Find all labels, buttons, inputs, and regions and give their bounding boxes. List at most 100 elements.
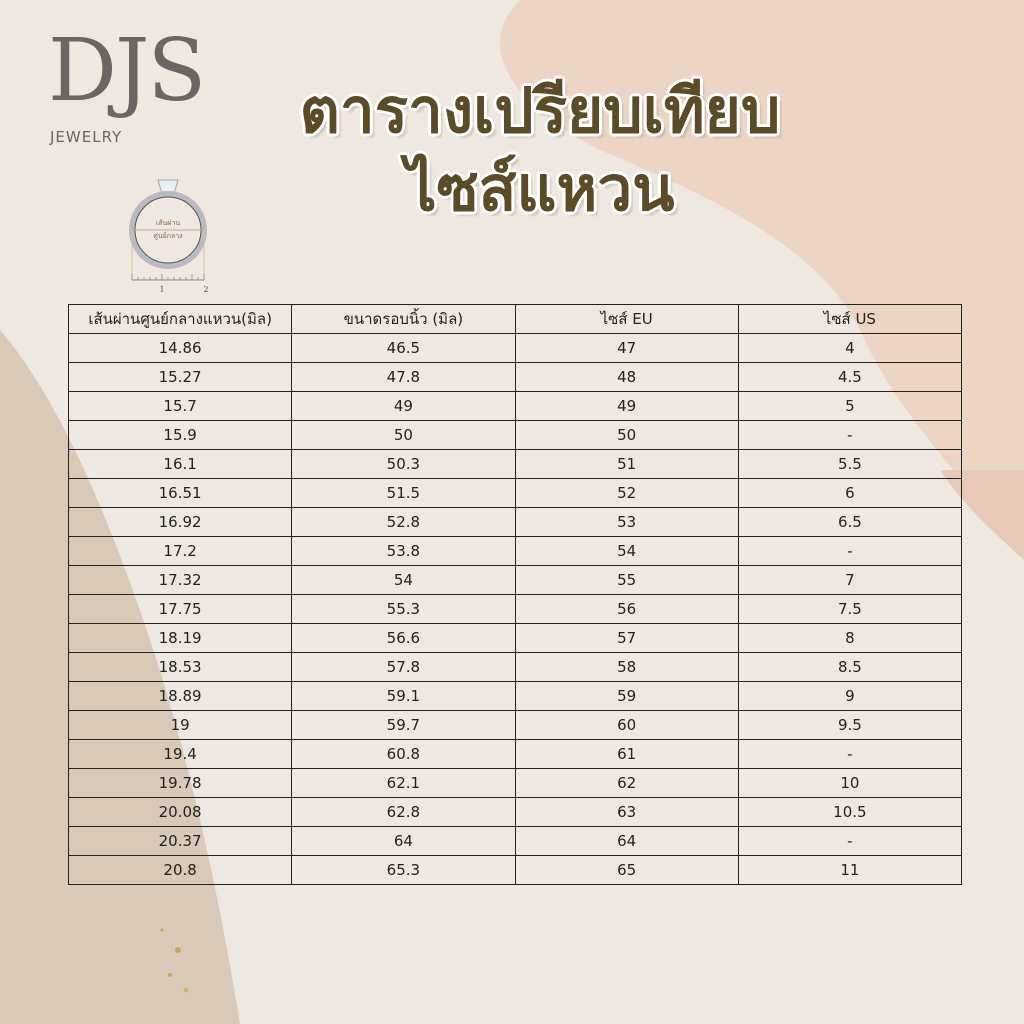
- table-cell: 20.8: [67, 855, 293, 885]
- table-row: 17.32 54 55 7: [67, 565, 963, 595]
- table-cell: 5.5: [737, 449, 963, 479]
- table-cell: 8.5: [737, 652, 963, 682]
- table-cell: -: [737, 420, 963, 450]
- table-cell: 47.8: [291, 362, 516, 392]
- column-header: ขนาดรอบนิ้ว (มิล): [291, 304, 516, 334]
- column-header: เส้นผ่านศูนย์กลางแหวน(มิล): [67, 304, 293, 334]
- table-cell: 62.1: [291, 768, 516, 798]
- brand-logo: DJS JEWELRY: [48, 28, 218, 150]
- table-row: 18.89 59.1 59 9: [67, 681, 963, 711]
- table-row: 20.37 64 64-: [67, 826, 963, 856]
- table-cell: 60: [514, 710, 739, 740]
- table-row: 20.8 65.3 65 11: [67, 855, 963, 885]
- table-cell: 55.3: [291, 594, 516, 624]
- table-cell: 15.27: [67, 362, 293, 392]
- table-cell: 17.75: [67, 594, 293, 624]
- table-cell: 64: [514, 826, 739, 856]
- table-cell: 16.51: [67, 478, 293, 508]
- table-cell: 20.37: [67, 826, 293, 856]
- column-header: ไซส์ US: [737, 304, 963, 334]
- table-cell: 59.7: [291, 710, 516, 740]
- table-row: 19.78 62.1 62 10: [67, 768, 963, 798]
- table-cell: 53.8: [291, 536, 516, 566]
- ring-label-2: ศูนย์กลาง: [153, 232, 182, 240]
- table-row: 16.51 51.5 52 6: [67, 478, 963, 508]
- table-header-row: เส้นผ่านศูนย์กลางแหวน(มิล) ขนาดรอบนิ้ว (ม…: [67, 304, 963, 334]
- table-cell: -: [737, 739, 963, 769]
- table-row: 19.4 60.8 61-: [67, 739, 963, 769]
- table-cell: -: [737, 826, 963, 856]
- table-cell: 51.5: [291, 478, 516, 508]
- table-cell: 11: [737, 855, 963, 885]
- table-cell: 19: [67, 710, 293, 740]
- page-title-line2: ไซส์แหวน: [405, 152, 675, 225]
- table-cell: 61: [514, 739, 739, 769]
- table-cell: 6: [737, 478, 963, 508]
- table-row: 18.19 56.6 57 8: [67, 623, 963, 653]
- table-cell: 16.1: [67, 449, 293, 479]
- ring-diagram-icon: เส้นผ่าน ศูนย์กลาง 1 2: [129, 179, 209, 294]
- table-cell: 57: [514, 623, 739, 653]
- ruler-label-1: 1: [159, 285, 164, 294]
- table-cell: 5: [737, 391, 963, 421]
- table-row: 15.7 49 49 5: [67, 391, 963, 421]
- table-cell: 54: [291, 565, 516, 595]
- table-row: 17.2 53.8 54-: [67, 536, 963, 566]
- table-cell: 50: [514, 420, 739, 450]
- table-cell: 53: [514, 507, 739, 537]
- table-cell: 8: [737, 623, 963, 653]
- table-cell: 17.32: [67, 565, 293, 595]
- table-cell: 62.8: [291, 797, 516, 827]
- table-cell: 52.8: [291, 507, 516, 537]
- table-row: 20.08 62.8 63 10.5: [67, 797, 963, 827]
- table-cell: 59.1: [291, 681, 516, 711]
- table-cell: 51: [514, 449, 739, 479]
- table-cell: 64: [291, 826, 516, 856]
- ring-size-table: เส้นผ่านศูนย์กลางแหวน(มิล) ขนาดรอบนิ้ว (ม…: [67, 304, 963, 885]
- table-row: 15.9 50 50-: [67, 420, 963, 450]
- table-cell: 7: [737, 565, 963, 595]
- table-cell: 50: [291, 420, 516, 450]
- table-cell: 46.5: [291, 333, 516, 363]
- table-cell: 63: [514, 797, 739, 827]
- table-row: 16.1 50.3 51 5.5: [67, 449, 963, 479]
- table-row: 14.86 46.5 47 4: [67, 333, 963, 363]
- table-cell: 49: [514, 391, 739, 421]
- table-cell: 15.7: [67, 391, 293, 421]
- table-cell: 52: [514, 478, 739, 508]
- table-cell: 49: [291, 391, 516, 421]
- table-cell: 65: [514, 855, 739, 885]
- table-cell: 9: [737, 681, 963, 711]
- table-cell: 65.3: [291, 855, 516, 885]
- table-cell: 14.86: [67, 333, 293, 363]
- table-cell: 55: [514, 565, 739, 595]
- table-cell: 6.5: [737, 507, 963, 537]
- table-row: 16.92 52.8 53 6.5: [67, 507, 963, 537]
- table-cell: 57.8: [291, 652, 516, 682]
- brand-sub: JEWELRY: [50, 128, 123, 146]
- table-cell: 62: [514, 768, 739, 798]
- table-row: 18.53 57.8 58 8.5: [67, 652, 963, 682]
- table-cell: 58: [514, 652, 739, 682]
- table-cell: 48: [514, 362, 739, 392]
- table-cell: 47: [514, 333, 739, 363]
- table-cell: 18.53: [67, 652, 293, 682]
- table-cell: 16.92: [67, 507, 293, 537]
- table-cell: 4.5: [737, 362, 963, 392]
- table-row: 17.75 55.3 56 7.5: [67, 594, 963, 624]
- table-cell: 10.5: [737, 797, 963, 827]
- table-cell: 18.89: [67, 681, 293, 711]
- table-cell: 56.6: [291, 623, 516, 653]
- table-row: 15.27 47.8 48 4.5: [67, 362, 963, 392]
- table-cell: 15.9: [67, 420, 293, 450]
- table-cell: 17.2: [67, 536, 293, 566]
- table-row: 19 59.7 60 9.5: [67, 710, 963, 740]
- ruler-label-2: 2: [203, 285, 208, 294]
- table-cell: 20.08: [67, 797, 293, 827]
- table-cell: 7.5: [737, 594, 963, 624]
- table-cell: 10: [737, 768, 963, 798]
- table-cell: 50.3: [291, 449, 516, 479]
- table-cell: 18.19: [67, 623, 293, 653]
- page-title-line1: ตารางเปรียบเทียบ: [299, 74, 781, 147]
- table-cell: -: [737, 536, 963, 566]
